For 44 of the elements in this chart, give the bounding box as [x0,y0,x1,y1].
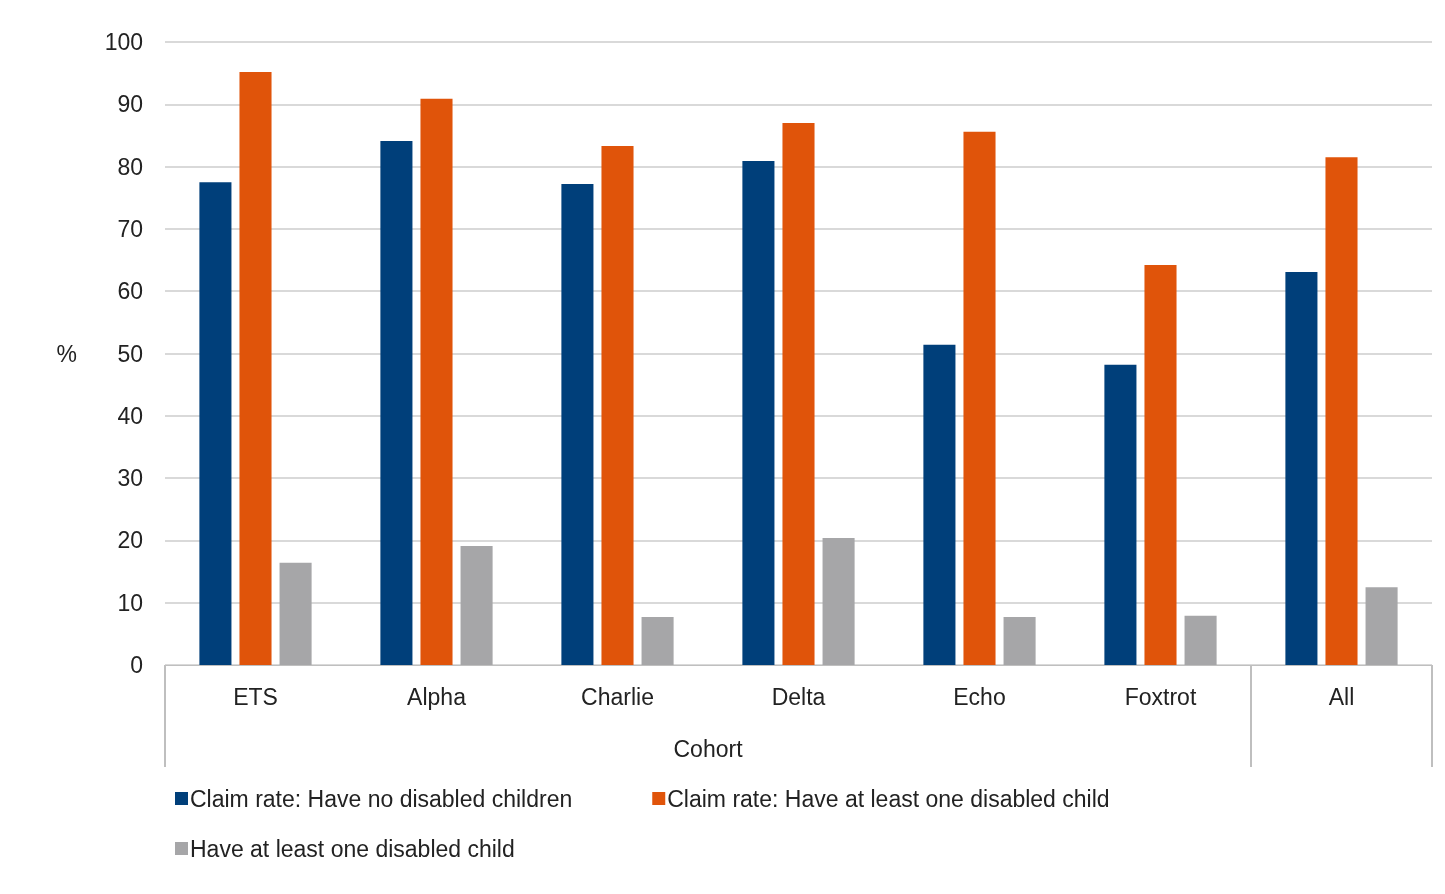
bar [822,537,855,665]
y-axis-title: % [56,340,77,367]
y-tick-label: 20 [117,527,143,554]
y-tick-label: 80 [117,153,143,180]
bar [742,160,775,665]
y-tick-label: 50 [117,340,143,367]
y-tick-label: 100 [104,29,143,55]
x-tick-label: Foxtrot [1124,683,1197,710]
legend-label: Claim rate: Have at least one disabled child [667,785,1110,812]
y-tick-label: 30 [117,465,143,492]
bar [923,344,956,665]
bar [601,146,634,665]
bar [1003,617,1036,665]
bar [561,184,594,665]
bar [1365,587,1398,665]
legend-label: Claim rate: Have no disabled children [190,785,573,812]
bar [1184,615,1217,665]
text: Cohort [673,736,744,762]
bar [1325,157,1358,665]
x-tick-label: ETS [233,683,278,710]
bar [239,71,272,665]
y-tick-label: 90 [117,91,143,118]
y-tick-label: 70 [117,215,143,242]
x-tick-label: Charlie [581,683,654,710]
y-tick-label: 60 [117,278,143,305]
bar [963,131,996,665]
bar [1285,271,1318,665]
bar [199,182,232,665]
bar [641,617,674,665]
x-tick-label: Echo [953,683,1006,710]
bar [1104,364,1137,665]
bar [380,141,413,665]
x-tick-label: Delta [771,683,826,710]
bar [782,122,815,665]
y-tick-label: 40 [117,402,143,429]
x-tick-label: All [1328,683,1355,710]
bar [279,562,312,665]
legend-label: Have at least one disabled child [190,835,515,862]
bar [1144,265,1177,665]
x-tick-label: Alpha [407,683,467,710]
y-tick-label: 0 [130,652,143,678]
y-tick-label: 10 [117,589,143,616]
bar [460,546,493,665]
bar [420,98,453,665]
